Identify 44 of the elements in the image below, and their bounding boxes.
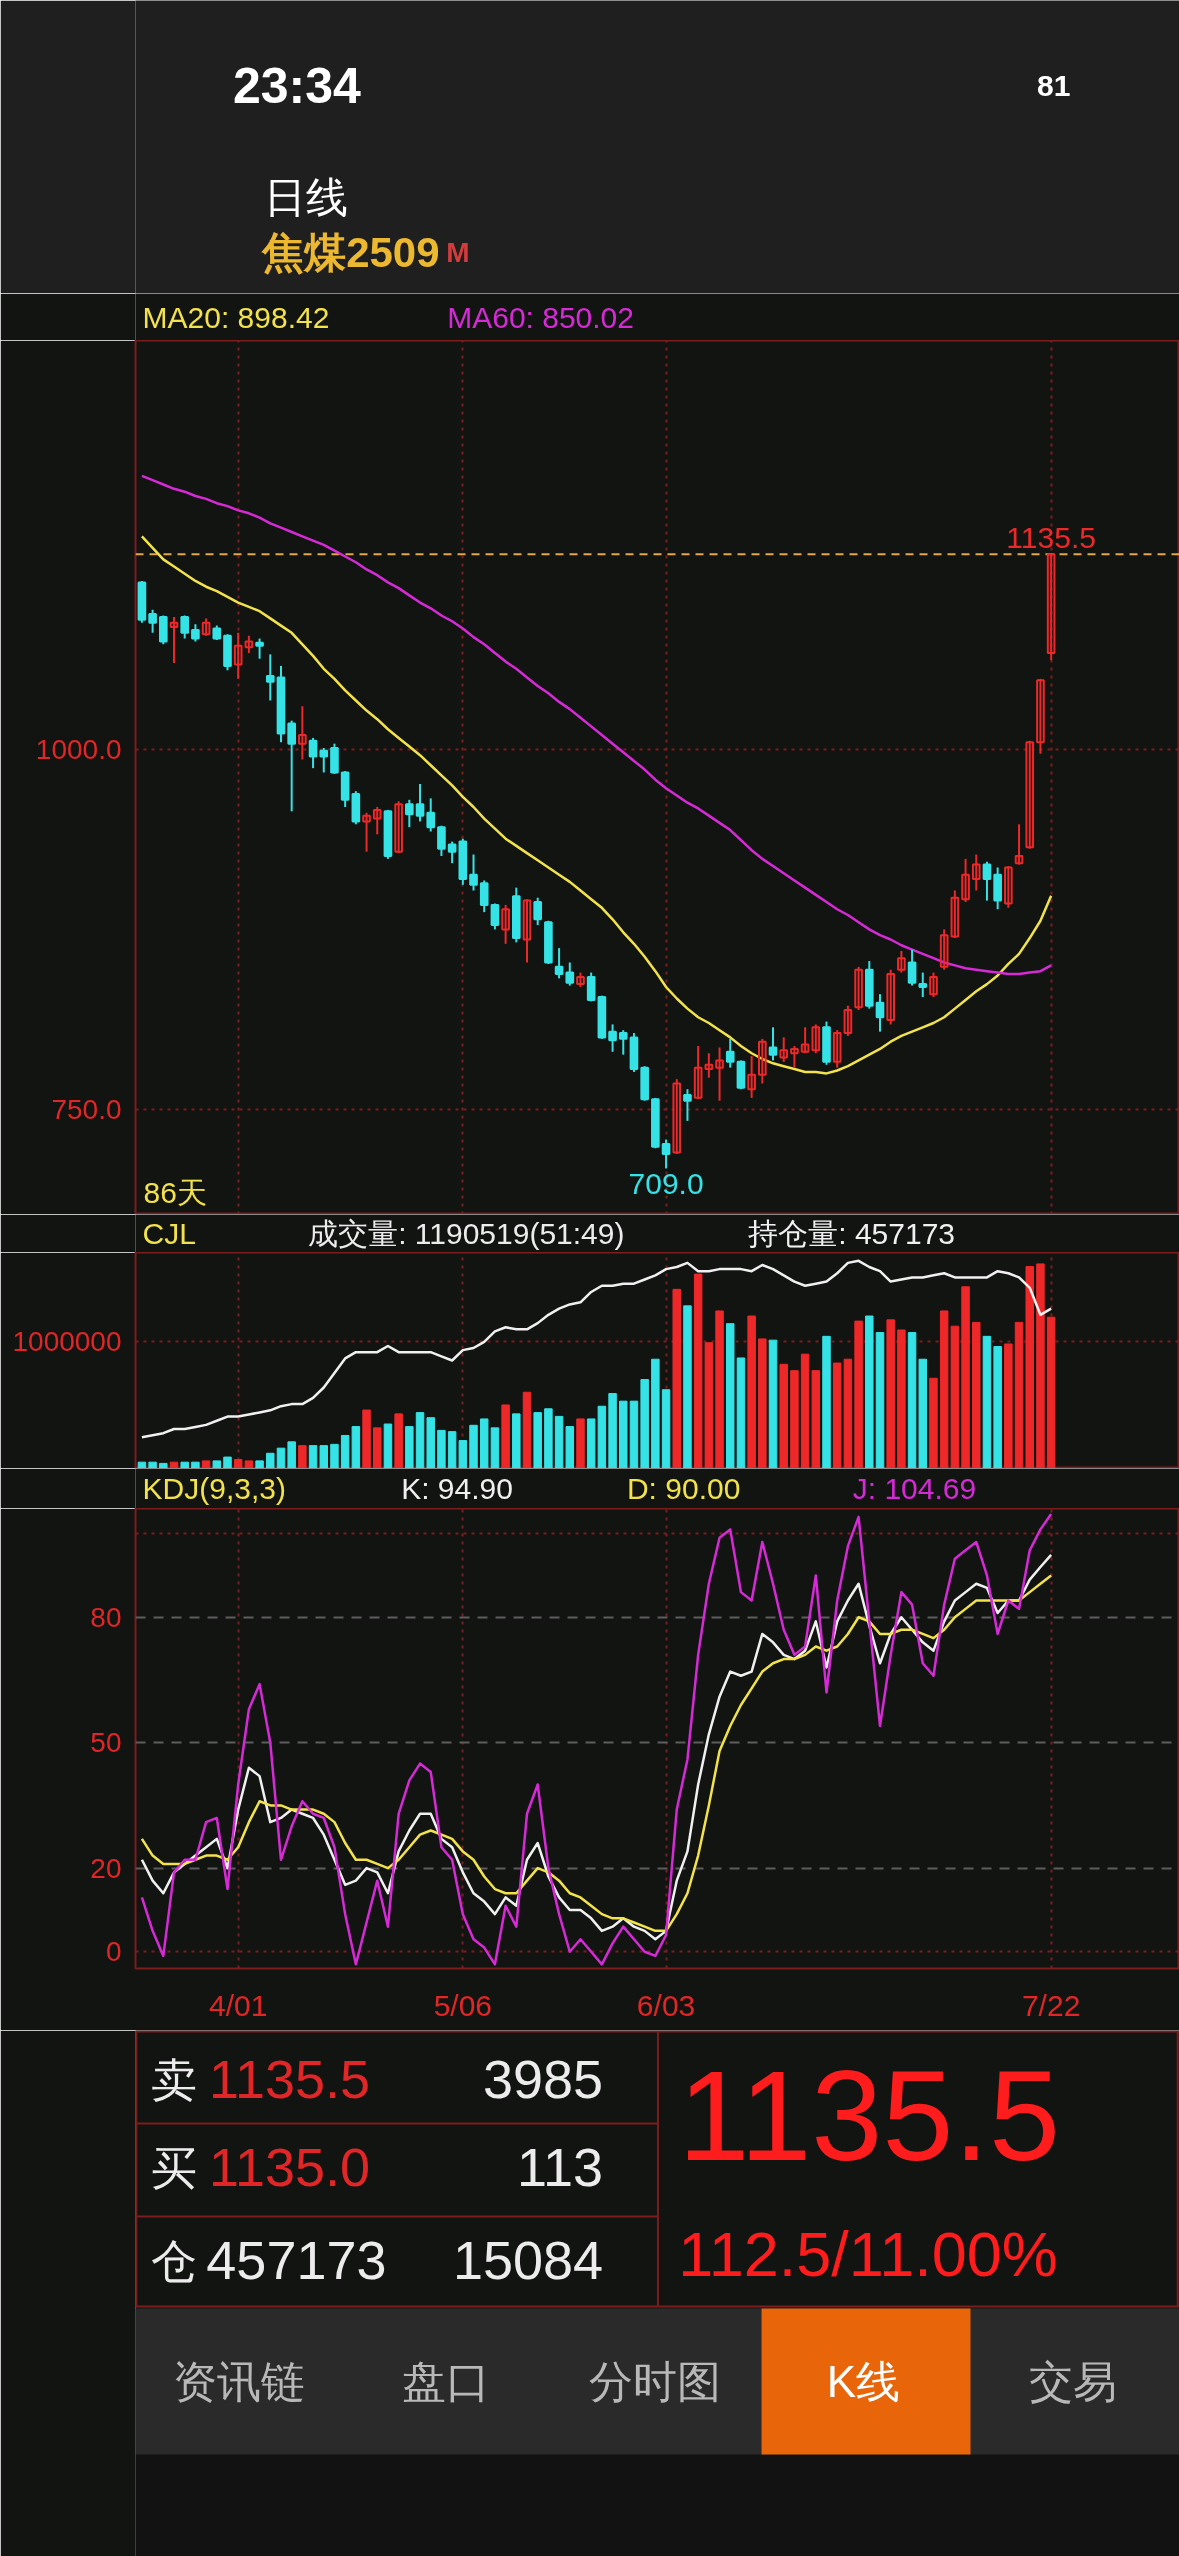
text: K线 [826, 2357, 901, 2406]
x-tick-label: 6/03 [636, 1988, 696, 2022]
text: 分时图 [589, 2357, 722, 2406]
text: 卖 [151, 2053, 198, 2106]
y-tick-label: 20 [90, 1852, 122, 1884]
annotation: 86天 [143, 1175, 207, 1209]
text: 盘口 [402, 2357, 491, 2406]
text: 112.5/11.00% [678, 2218, 1058, 2289]
annotation: 1135.5 [1006, 521, 1096, 555]
chart-title: KDJ(9,3,3) [142, 1472, 286, 1505]
chart-title: 日线 [263, 174, 348, 221]
series-label: 持仓量: 457173 [748, 1217, 956, 1250]
text: 资讯链 [173, 2357, 306, 2406]
text: 457173 [206, 2230, 387, 2290]
text: 1135.5 [678, 2043, 1061, 2187]
text: M [446, 237, 470, 268]
text: MA60: 850.02 [447, 300, 634, 334]
text: 1135.5 [209, 2049, 371, 2109]
text: D: 90.00 [626, 1472, 741, 1505]
y-tick-label: 1000.0 [35, 733, 122, 765]
annotation: 709.0 [628, 1167, 704, 1201]
y-tick-label: 50 [90, 1727, 122, 1759]
text: 买 [151, 2141, 198, 2194]
y-tick-label: 750.0 [51, 1093, 122, 1125]
text: 1135.0 [209, 2137, 371, 2197]
text: MA20: 898.42 [142, 300, 330, 334]
text: 交易 [1029, 2357, 1118, 2406]
x-tick-label: 5/06 [433, 1988, 493, 2022]
series-label: J: 104.69 [852, 1472, 977, 1505]
x-tick-label: 7/22 [1021, 1988, 1081, 2022]
text: 81 [1037, 68, 1071, 102]
text: 113 [516, 2137, 604, 2197]
y-tick-label: 80 [90, 1601, 122, 1633]
text: K: 94.90 [401, 1472, 513, 1505]
text: 3985 [482, 2049, 604, 2109]
chart-title: CJL [142, 1217, 196, 1250]
x-tick-label: 4/01 [208, 1988, 268, 2022]
text: 23:34 [232, 57, 361, 114]
y-tick-label: 0 [105, 1936, 122, 1968]
y-tick-label: 1000000 [12, 1325, 122, 1357]
text: 成交量: 1190519(51:49) [308, 1217, 625, 1250]
text: 仓 [151, 2234, 198, 2287]
text: 15084 [452, 2230, 604, 2290]
chart-subtitle: 焦煤2509 [261, 229, 440, 276]
